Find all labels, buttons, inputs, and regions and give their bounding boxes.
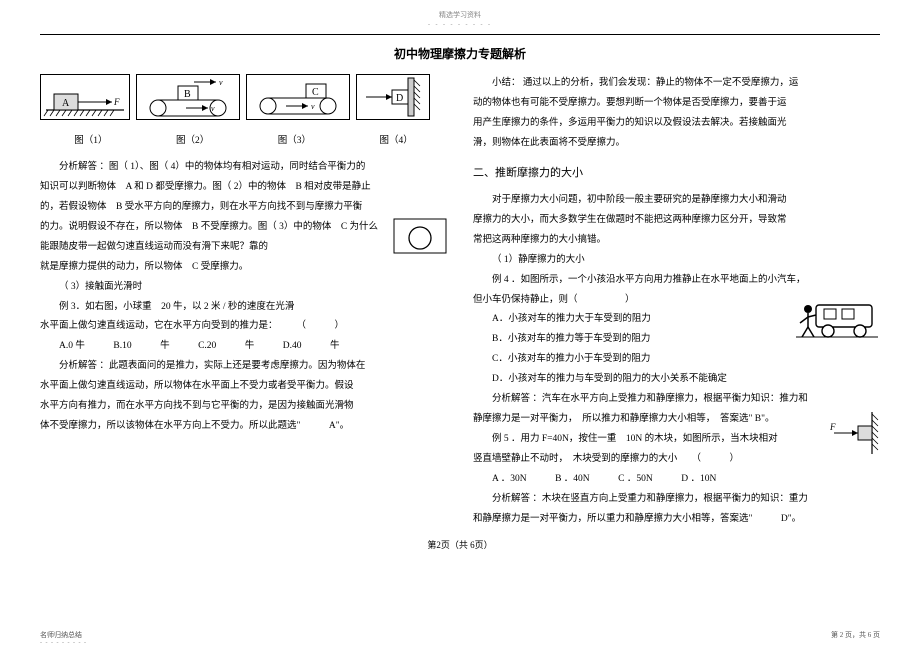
right-p11: 分析解答 ：汽车在水平方向上受推力和静摩擦力，根据平衡力知识：推力和 [473,390,880,410]
right-p14: 竖直墙壁静止不动时， 木块受到的摩擦力的大小 （ ） [473,450,880,470]
left-p12: 水平方向有推力，而在水平方向找不到与它平衡的力，是因为接触面光滑物 [40,397,447,417]
section-heading-2: 二、推断摩擦力的大小 [473,162,880,185]
svg-text:A: A [62,98,70,109]
left-column: A F B [40,74,447,530]
fig-label-3: 图（3） [244,132,346,152]
left-p9: 水平面上做匀速直线运动，它在水平方向受到的推力是： （ ） [40,317,447,337]
header-dots: - - - - - - - - - [40,22,880,28]
document-page: 精选学习资料 - - - - - - - - - 初中物理摩擦力专题解析 [0,0,920,650]
right-p5: 对于摩擦力大小问题，初中阶段一般主要研究的是静摩擦力大小和滑动 [473,191,880,211]
svg-text:D: D [396,93,403,104]
two-column-layout: A F B [40,74,880,530]
footer-right: 第 2 页，共 6 页 [831,630,880,646]
left-p7: （ 3）接触面光滑时 [40,278,447,298]
right-p15: 分析解答 ：木块在竖直方向上受重力和静摩擦力，根据平衡力的知识：重力 [473,490,880,510]
left-p5: 能跟随皮带一起做匀速直线运动而没有滑下来呢？靠的 [40,238,447,258]
top-rule [40,34,880,35]
right-p8: （ 1）静摩擦力的大小 [473,251,880,271]
left-p4: 的力。说明假设不存在，所以物体 B 不受摩擦力。图（ 3）中的物体 C 为什么 [40,218,447,238]
left-p2: 知识可以判断物体 A 和 D 都受摩擦力。图（ 2）中的物体 B 相对皮带是静止 [40,178,447,198]
fig-label-2: 图（2） [142,132,244,152]
right-p12: 静摩擦力是一对平衡力， 所以推力和静摩擦力大小相等， 答案选" B"。 [473,410,880,430]
header-label: 精选学习资料 [40,10,880,20]
figure-4: D [356,74,430,120]
svg-text:B: B [184,89,191,100]
figure-3: C v [246,74,350,120]
left-p6: 就是摩擦力提供的动力，所以物体 C 受摩擦力。 [40,258,447,278]
right-column: 小结： 通过以上的分析，我们会发现：静止的物体不一定不受摩擦力，运 动的物体也有… [473,74,880,530]
figure-row: A F B [40,74,447,120]
right-p6: 摩擦力的大小，而大多数学生在做题时不能把这两种摩擦力区分开，导致常 [473,211,880,231]
right-p9: 例 4 ．如图所示，一个小孩沿水平方向用力推静止在水平地面上的小汽车， [473,271,880,291]
svg-text:v: v [219,78,223,87]
left-p1: 分析解答 ：图（ 1）、图（ 4）中的物体均有相对运动，同时结合平衡力的 [40,158,447,178]
footer-left-dots: - - - - - - - - - [40,640,87,646]
right-p3: 用产生摩擦力的条件，多运用平衡力的知识以及假设法去解决。若接触面光 [473,114,880,134]
right-p4: 滑，则物体在此表面将不受摩擦力。 [473,134,880,154]
left-p8: 例 3．如右图，小球重 20 牛，以 2 米 / 秒的速度在光滑 [40,298,447,318]
svg-text:C: C [312,87,319,98]
svg-text:F: F [113,97,120,107]
fig-label-1: 图（1） [40,132,142,152]
page-title: 初中物理摩擦力专题解析 [40,45,880,62]
footer-left: 名师归纳总结 - - - - - - - - - [40,630,87,646]
inline-car-figure [794,291,880,354]
page-number-center: 第2页（共 6页） [40,538,880,551]
svg-text:v: v [311,102,315,111]
footer-left-text: 名师归纳总结 [40,630,87,640]
fig-label-4: 图（4） [345,132,447,152]
figure-labels-row: 图（1） 图（2） 图（3） 图（4） [40,132,447,152]
svg-text:F: F [830,422,836,432]
right-p1: 小结： 通过以上的分析，我们会发现：静止的物体不一定不受摩擦力，运 [473,74,880,94]
left-opts1: A.0 牛 B.10 牛 C.20 牛 D.40 牛 [40,337,447,357]
left-p11: 水平面上做匀速直线运动，所以物体在水平面上不受力或者受平衡力。假设 [40,377,447,397]
left-p13: 体不受摩擦力，所以该物体在水平方向上不受力。所以此题选" A"。 [40,417,447,437]
inline-circle-figure [393,218,447,263]
page-footer: 名师归纳总结 - - - - - - - - - 第 2 页，共 6 页 [40,630,880,646]
left-p10: 分析解答 ：此题表面问的是推力，实际上还是要考虑摩擦力。因为物体在 [40,357,447,377]
inline-wall-figure: F [830,410,880,465]
right-p7: 常把这两种摩擦力的大小搞错。 [473,231,880,251]
svg-text:v: v [211,104,215,113]
right-p2: 动的物体也有可能不受摩擦力。要想判断一个物体是否受摩擦力，要善于运 [473,94,880,114]
right-p13: 例 5 ．用力 F=40N，按住一重 10N 的木块，如图所示，当木块相对 [473,430,880,450]
right-p16: 和静摩擦力是一对平衡力，所以重力和静摩擦力大小相等，答案选" D"。 [473,510,880,530]
figure-2: B v v [136,74,240,120]
right-optD: D．小孩对车的推力与车受到的阻力的大小关系不能确定 [473,370,880,390]
figure-1: A F [40,74,130,120]
left-p3: 的，若假设物体 B 受水平方向的摩擦力，则在水平方向找不到与摩擦力平衡 [40,198,447,218]
right-opts2: A ．30N B ．40N C ．50N D ．10N [473,470,880,490]
